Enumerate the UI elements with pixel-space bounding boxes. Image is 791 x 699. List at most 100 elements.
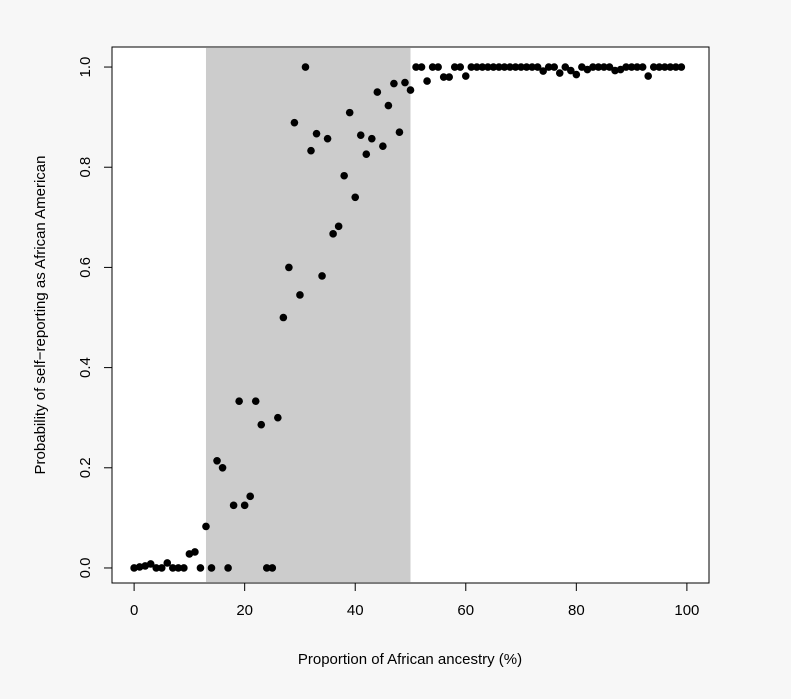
data-point — [279, 313, 288, 322]
data-point — [489, 63, 498, 71]
data-point — [478, 63, 487, 71]
data-point — [356, 131, 365, 139]
data-point — [379, 142, 387, 150]
data-point — [373, 88, 382, 96]
data-point — [506, 63, 514, 71]
data-point — [169, 564, 177, 572]
data-point — [257, 420, 266, 429]
data-point — [312, 129, 321, 138]
data-point — [495, 63, 503, 71]
data-point — [555, 69, 564, 77]
data-point — [384, 101, 393, 110]
x-tick-label: 60 — [457, 602, 474, 619]
data-point — [268, 564, 277, 572]
data-point — [649, 63, 658, 71]
x-tick-label: 20 — [236, 602, 253, 619]
data-point — [157, 564, 166, 572]
data-point — [345, 108, 354, 117]
data-point — [235, 397, 243, 405]
data-point — [456, 63, 465, 71]
data-point — [533, 63, 542, 71]
data-point — [362, 150, 371, 158]
data-point — [224, 564, 232, 572]
y-tick-label: 0.8 — [77, 157, 94, 178]
data-point — [622, 63, 630, 71]
data-point — [666, 63, 675, 71]
data-point — [146, 560, 155, 568]
data-point — [517, 63, 525, 71]
data-point — [572, 70, 581, 79]
data-point — [445, 73, 453, 81]
data-point — [522, 63, 531, 71]
data-point — [644, 72, 652, 80]
data-point — [351, 193, 360, 202]
data-point — [434, 63, 442, 71]
data-point — [174, 564, 183, 572]
data-point — [511, 63, 520, 71]
data-point — [202, 522, 210, 531]
data-point — [467, 63, 476, 71]
x-tick-label: 0 — [130, 602, 138, 619]
data-point — [401, 78, 409, 87]
data-point — [672, 63, 680, 71]
shaded-region — [205, 48, 411, 582]
x-tick-label: 40 — [347, 602, 364, 619]
data-point — [439, 73, 448, 81]
data-point — [638, 63, 647, 71]
data-point — [213, 456, 221, 465]
data-point — [660, 63, 669, 71]
x-axis: 0 20 40 60 80 100 — [130, 582, 699, 619]
y-tick-label: 0.4 — [77, 357, 94, 378]
data-point — [323, 134, 332, 143]
data-point — [196, 564, 205, 572]
data-point — [318, 272, 326, 280]
y-tick-label: 0.0 — [77, 558, 94, 579]
data-point — [285, 263, 293, 272]
data-point — [412, 63, 420, 71]
y-tick-label: 1.0 — [77, 57, 94, 78]
data-point — [473, 63, 481, 71]
y-axis-title: Probability of self−reporting as African… — [32, 156, 49, 475]
data-point — [500, 63, 509, 71]
data-point — [290, 118, 299, 127]
data-point — [461, 72, 470, 80]
data-point — [605, 63, 614, 71]
data-point — [301, 63, 310, 71]
data-point — [390, 79, 398, 88]
data-point — [677, 63, 686, 71]
data-point — [539, 67, 547, 75]
data-point — [627, 63, 636, 71]
data-point — [655, 63, 664, 71]
data-point — [218, 463, 227, 472]
data-point — [191, 548, 199, 556]
data-point — [274, 413, 282, 422]
data-point — [262, 564, 271, 572]
data-point — [251, 397, 260, 405]
data-point — [240, 501, 249, 510]
data-point — [368, 134, 376, 143]
data-point — [550, 63, 559, 71]
data-point — [589, 63, 597, 71]
data-point — [334, 222, 343, 231]
data-point — [395, 128, 404, 136]
data-point — [600, 63, 608, 71]
data-point — [528, 63, 536, 71]
data-point — [180, 564, 188, 572]
x-axis-title: Proportion of African ancestry (%) — [298, 651, 522, 668]
data-point — [450, 63, 459, 71]
data-point — [406, 86, 415, 94]
data-point — [423, 77, 431, 85]
y-tick-label: 0.6 — [77, 257, 94, 278]
data-point — [329, 230, 337, 238]
data-point — [307, 146, 315, 155]
data-point — [567, 66, 575, 75]
data-points — [130, 63, 686, 572]
data-point — [417, 63, 426, 71]
data-point — [484, 63, 492, 71]
data-point — [544, 63, 553, 71]
x-tick-label: 100 — [674, 602, 699, 619]
data-point — [561, 63, 570, 71]
data-point — [163, 559, 172, 567]
data-point — [633, 63, 641, 71]
data-point — [207, 564, 216, 572]
